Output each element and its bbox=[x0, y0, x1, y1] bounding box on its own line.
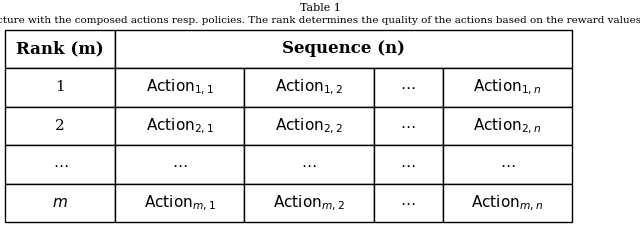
Bar bbox=[115, 30, 572, 68]
Bar bbox=[244, 145, 374, 184]
Text: 2: 2 bbox=[55, 119, 65, 133]
Text: $\mathrm{Action}_{m,1}$: $\mathrm{Action}_{m,1}$ bbox=[144, 193, 216, 213]
Bar bbox=[115, 107, 244, 145]
Text: $\mathrm{Action}_{2,1}$: $\mathrm{Action}_{2,1}$ bbox=[146, 116, 214, 136]
Bar bbox=[443, 68, 572, 107]
Text: $\cdots$: $\cdots$ bbox=[401, 119, 416, 133]
Bar bbox=[5, 145, 115, 184]
Text: $\cdots$: $\cdots$ bbox=[500, 158, 515, 172]
Text: Data Structure with the composed actions resp. policies. The rank determines the: Data Structure with the composed actions… bbox=[0, 16, 640, 25]
Text: $\cdots$: $\cdots$ bbox=[401, 158, 416, 172]
Bar bbox=[374, 184, 443, 222]
Text: $\mathrm{Action}_{1,n}$: $\mathrm{Action}_{1,n}$ bbox=[473, 78, 541, 97]
Bar bbox=[115, 184, 244, 222]
Text: Sequence (n): Sequence (n) bbox=[282, 40, 405, 57]
Text: $\mathrm{Action}_{2,n}$: $\mathrm{Action}_{2,n}$ bbox=[473, 116, 541, 136]
Bar bbox=[443, 184, 572, 222]
Text: $\cdots$: $\cdots$ bbox=[172, 158, 188, 172]
Bar bbox=[5, 68, 115, 107]
Bar bbox=[115, 145, 244, 184]
Bar bbox=[374, 145, 443, 184]
Bar bbox=[244, 184, 374, 222]
Text: $\cdots$: $\cdots$ bbox=[52, 158, 68, 172]
Bar bbox=[374, 68, 443, 107]
Bar bbox=[5, 107, 115, 145]
Bar bbox=[443, 107, 572, 145]
Bar bbox=[443, 145, 572, 184]
Text: $m$: $m$ bbox=[52, 196, 68, 210]
Bar bbox=[374, 107, 443, 145]
Bar bbox=[244, 68, 374, 107]
Bar bbox=[244, 107, 374, 145]
Text: $\cdots$: $\cdots$ bbox=[401, 80, 416, 94]
Text: $\mathrm{Action}_{m,n}$: $\mathrm{Action}_{m,n}$ bbox=[471, 193, 543, 213]
Text: 1: 1 bbox=[55, 80, 65, 94]
Text: $\mathrm{Action}_{1,2}$: $\mathrm{Action}_{1,2}$ bbox=[275, 78, 343, 97]
Text: $\cdots$: $\cdots$ bbox=[301, 158, 317, 172]
Text: Rank (m): Rank (m) bbox=[17, 40, 104, 57]
Text: $\cdots$: $\cdots$ bbox=[401, 196, 416, 210]
Text: $\mathrm{Action}_{m,2}$: $\mathrm{Action}_{m,2}$ bbox=[273, 193, 345, 213]
Bar bbox=[5, 184, 115, 222]
Bar bbox=[115, 68, 244, 107]
Text: Table 1: Table 1 bbox=[300, 3, 340, 13]
Text: $\mathrm{Action}_{2,2}$: $\mathrm{Action}_{2,2}$ bbox=[275, 116, 343, 136]
Bar bbox=[5, 30, 115, 68]
Text: $\mathrm{Action}_{1,1}$: $\mathrm{Action}_{1,1}$ bbox=[146, 78, 214, 97]
